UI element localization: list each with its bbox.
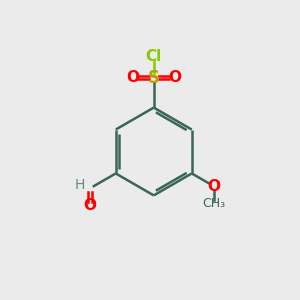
Text: CH₃: CH₃ (202, 197, 225, 210)
Text: Cl: Cl (146, 49, 162, 64)
Text: S: S (148, 69, 160, 87)
Text: H: H (74, 178, 85, 192)
Text: O: O (127, 70, 140, 85)
Text: O: O (207, 178, 220, 194)
Text: O: O (168, 70, 181, 85)
Text: O: O (83, 198, 96, 213)
